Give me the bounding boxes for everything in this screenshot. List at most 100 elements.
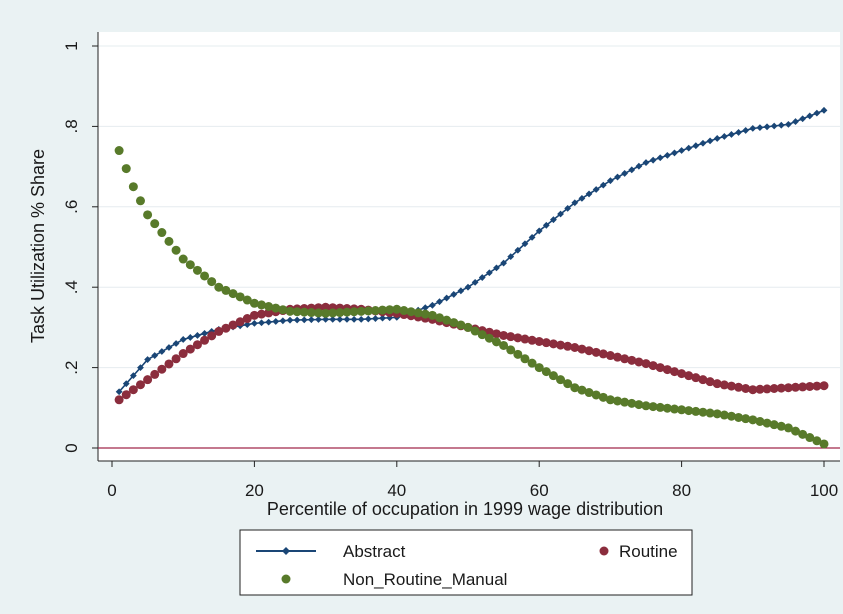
point-abstract-9 [172, 340, 180, 347]
point-non-routine-manual-90 [748, 415, 758, 425]
legend-marker-routine [599, 546, 609, 556]
point-abstract-34 [350, 315, 358, 323]
point-abstract-46 [436, 298, 443, 306]
point-routine-93 [769, 384, 779, 393]
point-abstract-28 [307, 316, 315, 324]
point-abstract-26 [293, 316, 301, 324]
point-abstract-53 [485, 269, 493, 277]
point-routine-77 [655, 363, 665, 373]
point-non-routine-manual-89 [741, 414, 751, 424]
point-non-routine-manual-81 [684, 406, 694, 416]
point-non-routine-manual-99 [812, 436, 822, 446]
point-abstract-8 [165, 344, 173, 351]
point-non-routine-manual-82 [691, 406, 701, 416]
point-abstract-80 [678, 147, 685, 154]
point-abstract-47 [443, 294, 451, 302]
point-non-routine-manual-67 [584, 388, 594, 398]
point-non-routine-manual-9 [171, 245, 181, 255]
point-non-routine-manual-20 [249, 298, 259, 308]
point-routine-65 [570, 343, 580, 352]
point-non-routine-manual-86 [719, 410, 729, 420]
legend-label-routine: Routine [619, 542, 678, 561]
point-abstract-87 [728, 131, 735, 138]
point-abstract-44 [421, 304, 429, 312]
y-tick-label-0: 0 [62, 443, 81, 452]
point-non-routine-manual-35 [356, 306, 366, 316]
point-routine-3 [128, 385, 138, 395]
point-abstract-76 [649, 156, 657, 164]
point-routine-13 [200, 335, 210, 345]
point-non-routine-manual-39 [385, 305, 395, 315]
point-abstract-97 [799, 115, 807, 123]
point-non-routine-manual-23 [271, 303, 281, 313]
point-abstract-67 [585, 190, 593, 198]
point-non-routine-manual-44 [420, 309, 430, 319]
point-abstract-69 [599, 181, 607, 189]
point-non-routine-manual-15 [214, 282, 224, 292]
point-routine-61 [541, 338, 551, 348]
point-non-routine-manual-6 [150, 219, 160, 229]
point-routine-96 [791, 382, 801, 392]
point-non-routine-manual-45 [427, 310, 437, 320]
point-abstract-79 [671, 149, 678, 157]
point-abstract-5 [144, 356, 151, 363]
point-non-routine-manual-94 [776, 421, 786, 431]
point-abstract-13 [201, 330, 208, 337]
point-abstract-24 [279, 317, 287, 325]
point-non-routine-manual-50 [463, 322, 473, 332]
point-non-routine-manual-30 [321, 308, 331, 318]
point-abstract-30 [322, 315, 329, 323]
point-abstract-60 [535, 227, 543, 235]
point-non-routine-manual-41 [399, 306, 409, 316]
point-routine-1 [114, 395, 124, 405]
point-non-routine-manual-60 [534, 363, 544, 373]
plot-panel [98, 32, 840, 461]
point-routine-84 [705, 377, 715, 387]
point-routine-15 [214, 326, 224, 336]
point-abstract-38 [379, 314, 386, 322]
point-non-routine-manual-63 [556, 375, 566, 385]
point-non-routine-manual-47 [442, 315, 452, 325]
point-abstract-54 [493, 264, 500, 272]
point-routine-74 [634, 357, 644, 367]
point-routine-67 [584, 346, 594, 356]
point-non-routine-manual-3 [128, 182, 138, 192]
point-non-routine-manual-22 [264, 302, 274, 311]
point-abstract-62 [550, 216, 557, 224]
point-abstract-90 [749, 125, 757, 132]
point-non-routine-manual-36 [363, 306, 373, 316]
point-routine-16 [221, 323, 231, 333]
point-routine-72 [620, 354, 630, 364]
point-abstract-98 [806, 112, 814, 120]
point-abstract-85 [713, 135, 721, 142]
point-abstract-48 [450, 291, 458, 298]
point-non-routine-manual-65 [570, 383, 580, 393]
point-abstract-65 [571, 199, 579, 207]
point-non-routine-manual-96 [791, 426, 801, 436]
point-routine-2 [121, 390, 131, 400]
point-routine-79 [669, 367, 679, 377]
point-routine-78 [662, 365, 672, 375]
point-abstract-33 [343, 315, 351, 323]
point-routine-21 [257, 309, 267, 319]
point-non-routine-manual-76 [648, 402, 658, 412]
point-abstract-96 [792, 118, 799, 125]
point-non-routine-manual-1 [114, 146, 124, 156]
point-routine-81 [684, 371, 694, 381]
point-abstract-11 [186, 334, 194, 341]
point-routine-73 [627, 355, 637, 365]
point-abstract-70 [607, 177, 614, 185]
point-routine-10 [178, 349, 188, 359]
point-non-routine-manual-77 [655, 402, 665, 412]
point-non-routine-manual-69 [598, 392, 608, 402]
point-routine-18 [235, 317, 245, 327]
point-abstract-21 [258, 319, 265, 327]
point-non-routine-manual-54 [491, 337, 501, 347]
point-non-routine-manual-53 [484, 333, 494, 343]
point-abstract-73 [628, 166, 636, 174]
point-abstract-68 [592, 186, 600, 193]
point-non-routine-manual-61 [541, 367, 551, 377]
point-non-routine-manual-4 [135, 196, 145, 206]
point-routine-9 [171, 354, 181, 364]
